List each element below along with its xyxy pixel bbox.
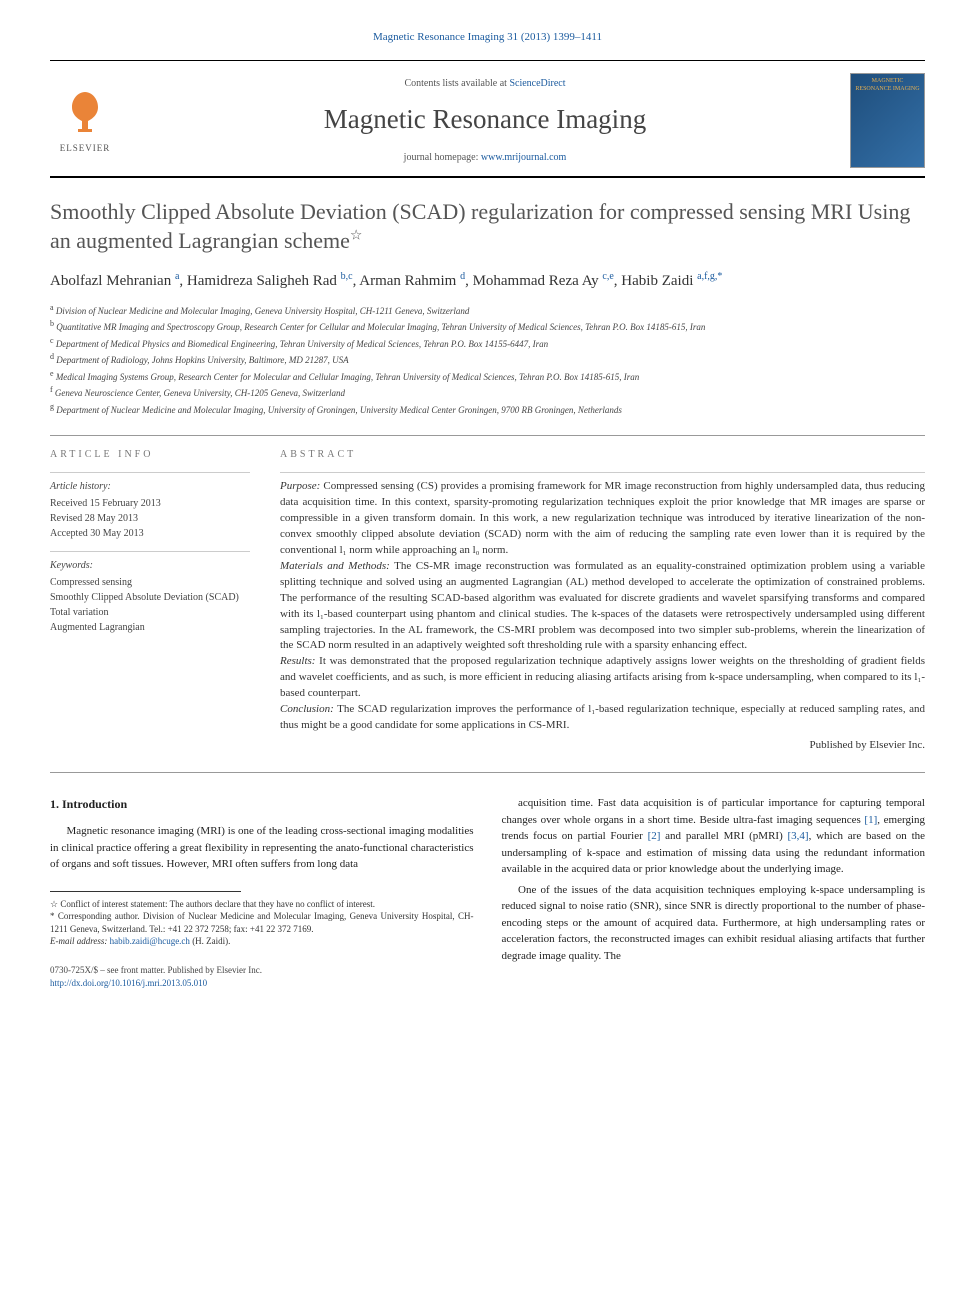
title-star: ☆ — [350, 229, 363, 244]
ref-link[interactable]: [3,4] — [788, 830, 809, 842]
homepage-line: journal homepage: www.mrijournal.com — [120, 151, 850, 165]
ref-link[interactable]: [2] — [648, 830, 661, 842]
results-label: Results: — [280, 655, 315, 667]
email-label: E-mail address: — [50, 936, 107, 946]
body-col-right: acquisition time. Fast data acquisition … — [502, 795, 926, 991]
email-link[interactable]: habib.zaidi@hcuge.ch — [110, 936, 190, 946]
abstract-results: Results: It was demonstrated that the pr… — [280, 654, 925, 702]
contents-prefix: Contents lists available at — [404, 78, 509, 89]
elsevier-tree-icon — [60, 87, 110, 137]
affiliation-line: a Division of Nuclear Medicine and Molec… — [50, 302, 925, 319]
footnote-email: E-mail address: habib.zaidi@hcuge.ch (H.… — [50, 935, 474, 948]
purpose-label: Purpose: — [280, 480, 320, 492]
homepage-prefix: journal homepage: — [404, 152, 481, 163]
history-title: Article history: — [50, 479, 250, 494]
title-text: Smoothly Clipped Absolute Deviation (SCA… — [50, 199, 910, 253]
doi-link[interactable]: http://dx.doi.org/10.1016/j.mri.2013.05.… — [50, 978, 207, 988]
meta-row: ARTICLE INFO Article history: Received 1… — [50, 435, 925, 754]
purpose-text: Compressed sensing (CS) provides a promi… — [280, 480, 925, 556]
affiliation-line: d Department of Radiology, Johns Hopkins… — [50, 351, 925, 368]
cover-thumb-text: MAGNETIC RESONANCE IMAGING — [855, 78, 920, 92]
ref-link[interactable]: [1] — [864, 814, 877, 826]
publisher-line: Published by Elsevier Inc. — [280, 738, 925, 754]
intro-p1: Magnetic resonance imaging (MRI) is one … — [50, 823, 474, 873]
keyword-item: Smoothly Clipped Absolute Deviation (SCA… — [50, 590, 250, 605]
affiliation-line: e Medical Imaging Systems Group, Researc… — [50, 368, 925, 385]
intro-p2: acquisition time. Fast data acquisition … — [502, 795, 926, 878]
methods-label: Materials and Methods: — [280, 560, 390, 572]
footnote-corresponding: * Corresponding author. Division of Nucl… — [50, 910, 474, 935]
elsevier-logo: ELSEVIER — [50, 87, 120, 154]
abstract-methods: Materials and Methods: The CS-MR image r… — [280, 559, 925, 655]
intro-p3: One of the issues of the data acquisitio… — [502, 882, 926, 965]
footnote-conflict: ☆ Conflict of interest statement: The au… — [50, 898, 474, 911]
keywords-block: Keywords: Compressed sensingSmoothly Cli… — [50, 551, 250, 635]
history-accepted: Accepted 30 May 2013 — [50, 526, 250, 541]
abstract-col: ABSTRACT Purpose: Compressed sensing (CS… — [280, 448, 925, 754]
abstract-label: ABSTRACT — [280, 448, 925, 462]
keywords-list: Compressed sensingSmoothly Clipped Absol… — [50, 575, 250, 635]
affiliation-line: g Department of Nuclear Medicine and Mol… — [50, 401, 925, 418]
conclusion-text: The SCAD regularization improves the per… — [280, 703, 925, 731]
email-author: (H. Zaidi). — [192, 936, 230, 946]
article-title: Smoothly Clipped Absolute Deviation (SCA… — [50, 198, 925, 255]
history-received: Received 15 February 2013 — [50, 496, 250, 511]
article-info-col: ARTICLE INFO Article history: Received 1… — [50, 448, 250, 754]
article-history: Article history: Received 15 February 20… — [50, 472, 250, 541]
journal-name: Magnetic Resonance Imaging — [120, 101, 850, 139]
authors: Abolfazl Mehranian a, Hamidreza Saligheh… — [50, 270, 925, 292]
footnotes: ☆ Conflict of interest statement: The au… — [50, 898, 474, 948]
footer-block: 0730-725X/$ – see front matter. Publishe… — [50, 964, 474, 991]
citation-line: Magnetic Resonance Imaging 31 (2013) 139… — [50, 30, 925, 45]
keyword-item: Total variation — [50, 605, 250, 620]
affiliations: a Division of Nuclear Medicine and Molec… — [50, 302, 925, 418]
footer-front-matter: 0730-725X/$ – see front matter. Publishe… — [50, 964, 474, 978]
keywords-title: Keywords: — [50, 558, 250, 573]
affiliation-line: f Geneva Neuroscience Center, Geneva Uni… — [50, 384, 925, 401]
body-col-left: 1. Introduction Magnetic resonance imagi… — [50, 795, 474, 991]
methods-text: The CS-MR image reconstruction was formu… — [280, 560, 925, 652]
elsevier-text: ELSEVIER — [50, 142, 120, 155]
header-center: Contents lists available at ScienceDirec… — [120, 77, 850, 165]
abstract-conclusion: Conclusion: The SCAD regularization impr… — [280, 702, 925, 734]
homepage-link[interactable]: www.mrijournal.com — [481, 152, 566, 163]
conclusion-label: Conclusion: — [280, 703, 334, 715]
journal-cover-thumb: MAGNETIC RESONANCE IMAGING — [850, 73, 925, 168]
abstract-text: Purpose: Compressed sensing (CS) provide… — [280, 472, 925, 754]
keyword-item: Augmented Lagrangian — [50, 620, 250, 635]
keyword-item: Compressed sensing — [50, 575, 250, 590]
footnote-separator — [50, 891, 241, 892]
intro-heading: 1. Introduction — [50, 795, 474, 813]
body-columns: 1. Introduction Magnetic resonance imagi… — [50, 795, 925, 991]
abstract-purpose: Purpose: Compressed sensing (CS) provide… — [280, 479, 925, 559]
results-text: It was demonstrated that the proposed re… — [280, 655, 925, 699]
article-info-label: ARTICLE INFO — [50, 448, 250, 462]
affiliation-line: c Department of Medical Physics and Biom… — [50, 335, 925, 352]
history-revised: Revised 28 May 2013 — [50, 511, 250, 526]
sciencedirect-link[interactable]: ScienceDirect — [509, 78, 565, 89]
affiliation-line: b Quantitative MR Imaging and Spectrosco… — [50, 318, 925, 335]
journal-header: ELSEVIER Contents lists available at Sci… — [50, 60, 925, 178]
contents-line: Contents lists available at ScienceDirec… — [120, 77, 850, 91]
section-separator — [50, 772, 925, 773]
